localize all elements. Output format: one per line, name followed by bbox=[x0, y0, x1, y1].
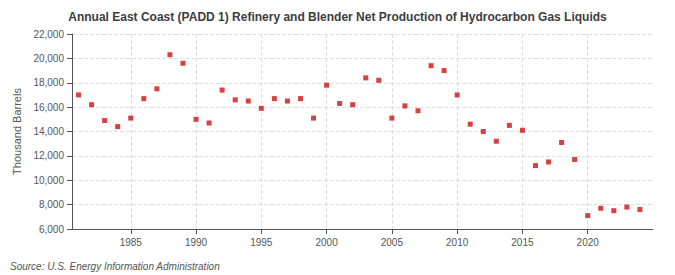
svg-text:6,000: 6,000 bbox=[39, 224, 64, 235]
svg-text:1990: 1990 bbox=[185, 237, 208, 248]
svg-text:Annual East Coast (PADD 1) Ref: Annual East Coast (PADD 1) Refinery and … bbox=[68, 10, 607, 24]
svg-text:2020: 2020 bbox=[577, 237, 600, 248]
svg-text:14,000: 14,000 bbox=[33, 126, 64, 137]
svg-text:1985: 1985 bbox=[120, 237, 143, 248]
svg-text:20,000: 20,000 bbox=[33, 53, 64, 64]
svg-text:1995: 1995 bbox=[250, 237, 273, 248]
svg-text:8,000: 8,000 bbox=[39, 199, 64, 210]
svg-text:22,000: 22,000 bbox=[33, 29, 64, 40]
svg-text:2010: 2010 bbox=[446, 237, 469, 248]
svg-text:12,000: 12,000 bbox=[33, 150, 64, 161]
svg-text:10,000: 10,000 bbox=[33, 175, 64, 186]
svg-text:Thousand Barrels: Thousand Barrels bbox=[11, 88, 23, 175]
svg-text:18,000: 18,000 bbox=[33, 77, 64, 88]
svg-text:16,000: 16,000 bbox=[33, 102, 64, 113]
svg-text:2005: 2005 bbox=[381, 237, 404, 248]
svg-text:2015: 2015 bbox=[511, 237, 534, 248]
svg-text:Source: U.S. Energy Informatio: Source: U.S. Energy Information Administ… bbox=[10, 261, 220, 272]
svg-text:2000: 2000 bbox=[315, 237, 338, 248]
